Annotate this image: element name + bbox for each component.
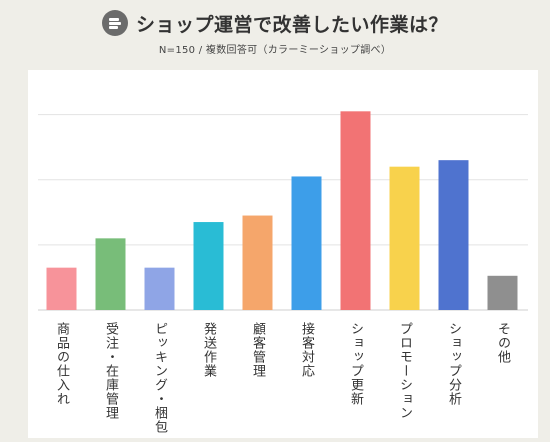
x-tick-label: 受注・在庫管理 bbox=[103, 322, 119, 420]
chart-header: ショップ運営で改善したい作業は？ N=150 / 複数回答可（カラーミーショップ… bbox=[0, 4, 550, 64]
bar-5 bbox=[242, 215, 273, 310]
bar-chart: 0204060商品の仕入れ受注・在庫管理ピッキング・梱包発送作業顧客管理接客対応… bbox=[38, 111, 528, 434]
bar-4 bbox=[193, 222, 224, 310]
bar-2 bbox=[95, 238, 126, 310]
x-tick-label: ショップ分析 bbox=[446, 322, 462, 406]
x-tick-label: プロモーション bbox=[397, 322, 412, 420]
x-tick-label: ピッキング・梱包 bbox=[152, 322, 168, 434]
x-tick-label: 商品の仕入れ bbox=[54, 322, 70, 406]
chart-panel: 0204060商品の仕入れ受注・在庫管理ピッキング・梱包発送作業顧客管理接客対応… bbox=[28, 70, 538, 438]
x-tick-label: 発送作業 bbox=[201, 322, 217, 378]
x-tick-label: 接客対応 bbox=[299, 321, 315, 378]
bar-8 bbox=[389, 166, 420, 310]
chart-title: ショップ運営で改善したい作業は？ bbox=[135, 13, 448, 36]
bar-7 bbox=[340, 111, 371, 310]
x-tick-label: ショップ更新 bbox=[348, 322, 364, 406]
x-tick-label: その他 bbox=[495, 322, 511, 364]
stacked-lines-logo-icon bbox=[101, 10, 128, 36]
bar-3 bbox=[144, 267, 175, 310]
chart-subtitle: N=150 / 複数回答可（カラーミーショップ調べ） bbox=[158, 45, 392, 56]
bar-9 bbox=[438, 160, 469, 310]
bar-10 bbox=[487, 275, 518, 310]
bar-1 bbox=[46, 267, 77, 310]
title-row: ショップ運営で改善したい作業は？ bbox=[0, 8, 550, 38]
bar-6 bbox=[291, 176, 322, 310]
x-tick-label: 顧客管理 bbox=[250, 322, 266, 378]
